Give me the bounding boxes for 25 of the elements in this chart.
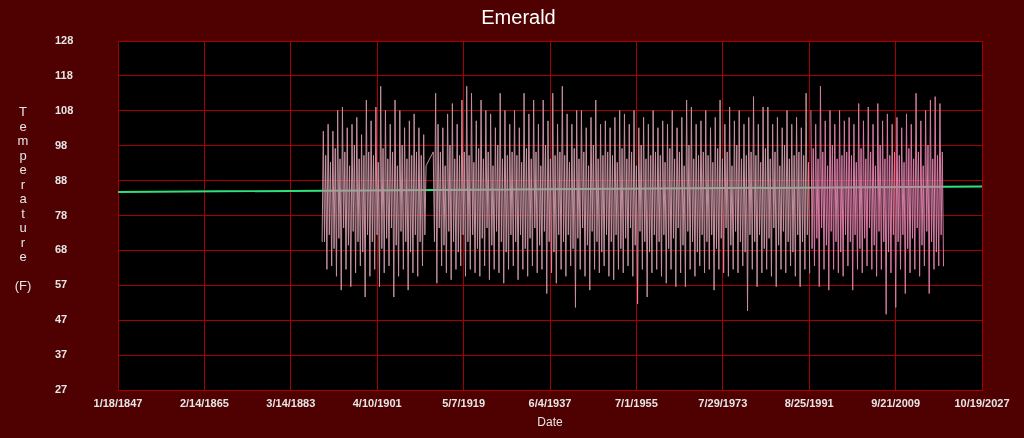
x-tick-label: 9/21/2009 — [871, 396, 921, 409]
x-tick-label: 7/29/1973 — [698, 396, 748, 409]
x-tick-label: 4/10/1901 — [352, 396, 402, 409]
y-tick-label: 47 — [55, 313, 68, 326]
x-tick-label: 6/4/1937 — [528, 396, 572, 409]
y-tick-label: 128 — [55, 34, 74, 47]
x-tick-label: 8/25/1991 — [784, 396, 834, 409]
y-tick-label: 27 — [55, 383, 68, 396]
x-tick-label: 10/19/2027 — [954, 396, 1010, 409]
x-tick-label: 3/14/1883 — [266, 396, 316, 409]
y-tick-label: 118 — [55, 68, 73, 81]
x-tick-label: 7/1/1955 — [614, 396, 658, 409]
chart-title: Emerald — [481, 5, 556, 28]
x-axis-title: Date — [537, 415, 563, 430]
y-axis-title: Temperature (F) — [13, 104, 33, 293]
y-tick-label: 68 — [55, 243, 68, 256]
y-tick-label: 88 — [55, 173, 68, 186]
x-tick-label: 1/18/1847 — [93, 396, 143, 409]
y-tick-label: 57 — [55, 278, 68, 291]
y-tick-label: 98 — [55, 138, 68, 151]
x-tick-label: 2/14/1865 — [179, 396, 229, 409]
y-tick-label: 108 — [55, 103, 74, 116]
y-tick-label: 78 — [55, 208, 68, 221]
y-tick-label: 37 — [55, 348, 68, 361]
x-tick-label: 5/7/1919 — [442, 396, 485, 409]
